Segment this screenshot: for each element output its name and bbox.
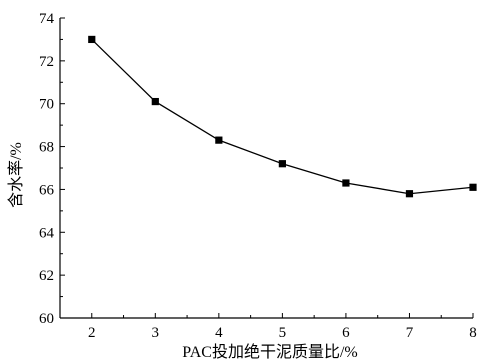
x-tick-label-7: 7 (406, 325, 414, 341)
data-point-7 (405, 190, 414, 198)
y-tick-label-64: 64 (39, 225, 55, 241)
x-tick-label-6: 6 (342, 325, 350, 341)
series-line-0 (91, 38, 474, 195)
y-tick-label-70: 70 (39, 97, 54, 113)
x-tick-label-2: 2 (88, 325, 96, 341)
data-point-4 (215, 136, 223, 144)
axes (59, 18, 473, 319)
y-tick-label-62: 62 (39, 268, 54, 284)
tick-labels: 60 62 64 66 68 70 72 74 2 3 4 5 6 7 8 (39, 11, 477, 341)
ticks (59, 17, 474, 319)
data-point-8 (469, 183, 477, 191)
x-tick-label-4: 4 (215, 325, 223, 341)
data-point-2 (88, 35, 96, 44)
x-tick-label-5: 5 (279, 325, 287, 341)
x-tick-label-8: 8 (469, 325, 477, 341)
data-point-6 (342, 179, 350, 187)
y-tick-label-60: 60 (39, 311, 54, 327)
y-axis-title: 含水率/% (7, 142, 25, 208)
series (88, 35, 477, 198)
data-point-5 (278, 160, 286, 168)
y-tick-label-72: 72 (39, 54, 54, 70)
y-tick-label-68: 68 (39, 140, 54, 156)
x-tick-label-3: 3 (152, 325, 160, 341)
y-tick-label-66: 66 (39, 182, 55, 198)
x-axis-title: PAC投加绝干泥质量比/% (182, 343, 357, 361)
data-point-3 (151, 97, 159, 106)
y-tick-label-74: 74 (39, 11, 55, 27)
